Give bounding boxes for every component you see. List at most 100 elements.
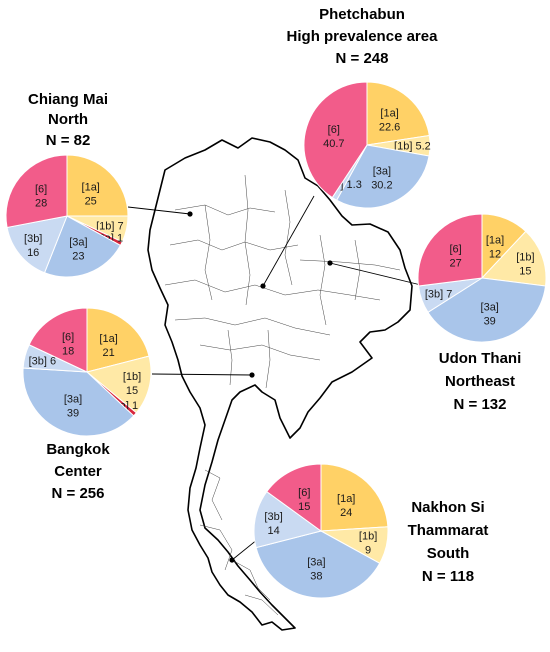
slice-genotype-label-6: [6]: [328, 124, 340, 136]
pie-slice-6: [303, 81, 368, 199]
slice-value-label-3a: 39: [484, 315, 496, 327]
marker-chiang-mai: [187, 211, 193, 217]
title-line: N = 132: [454, 396, 507, 413]
slice-genotype-label-3a: [3a]: [307, 557, 325, 569]
slice-value-label-1a: 12: [489, 248, 501, 260]
leader-line-chiang-mai: [127, 206, 191, 215]
slice-genotype-label-6: [6]: [35, 184, 47, 196]
slice-genotype-label-3b: [3b]: [264, 511, 282, 523]
region-title-nakhon-si-thammarat: Nakhon Si Thammarat South N = 118: [408, 499, 489, 585]
slice-value-label-6: 40.7: [323, 138, 344, 150]
slice-label-3b: [3b] 6: [29, 356, 57, 368]
pie-phetchabun: [1a]22.6[1b] 5.2[3a]30.2[3b] 1.3[6]40.7: [303, 81, 431, 209]
slice-genotype-label-3a: [3a]: [373, 165, 391, 177]
slice-genotype-label-1b: [1b]: [516, 251, 534, 263]
pie-slice-6: [5, 154, 68, 229]
pie-slice-1b: [85, 355, 152, 414]
slice-value-label-3b: 14: [267, 525, 279, 537]
pie-slice-3a: [22, 367, 135, 437]
region-title-udon-thani: Udon Thani Northeast N = 132: [439, 350, 522, 413]
slice-value-label-3a: 38: [310, 571, 322, 583]
slice-value-label-1a: 24: [340, 507, 352, 519]
title-line: N = 248: [336, 50, 389, 67]
province-boundaries: [164, 174, 401, 616]
slice-genotype-label-6: [6]: [62, 331, 74, 343]
slice-genotype-label-1a: [1a]: [337, 493, 355, 505]
slice-label-3b: [3b] 7: [425, 289, 453, 301]
pie-slice-1b: [480, 230, 547, 287]
marker-bangkok: [249, 372, 255, 378]
pie-bangkok: [1a]21[1b]15[2a] 1[3a]39[3b] 6[6]18: [22, 307, 152, 437]
slice-genotype-label-1b: [1b]: [359, 531, 377, 543]
marker-phetchabun: [260, 283, 266, 289]
slice-genotype-label-6: [6]: [449, 244, 461, 256]
title-line: N = 82: [46, 132, 91, 149]
title-line: N = 118: [422, 568, 474, 585]
title-line: Chiang Mai: [28, 91, 108, 108]
pie-slice-1a: [86, 307, 150, 373]
title-line: Thammarat: [408, 522, 489, 539]
leader-line-udon-thani: [329, 262, 426, 287]
pie-slice-3b: [253, 490, 323, 549]
slice-genotype-label-1b: [1b]: [123, 371, 141, 383]
leader-lines: [127, 195, 426, 563]
title-line: North: [48, 111, 88, 128]
marker-nakhon-si-thammarat: [229, 557, 235, 563]
slice-genotype-label-1a: [1a]: [82, 181, 100, 193]
slice-value-label-1b: 15: [519, 265, 531, 277]
pie-slice-1a: [66, 154, 129, 217]
pie-slice-3a: [255, 530, 381, 599]
pie-slice-3a: [43, 215, 122, 278]
slice-value-label-1a: 21: [102, 347, 114, 359]
slice-value-label-6: 27: [449, 258, 461, 270]
leader-line-bangkok: [151, 373, 253, 376]
slice-value-label-3a: 23: [72, 251, 84, 263]
pie-slice-3a: [335, 144, 430, 209]
slice-genotype-label-3a: [3a]: [69, 237, 87, 249]
pie-slice-6: [266, 463, 322, 532]
title-line: South: [427, 545, 470, 562]
slice-genotype-label-6: [6]: [298, 487, 310, 499]
title-line: Phetchabun: [319, 6, 405, 23]
title-line: Center: [54, 463, 102, 480]
region-title-chiang-mai: Chiang Mai North N = 82: [28, 91, 108, 149]
pie-slice-6: [417, 213, 483, 287]
pie-slice-1a: [366, 81, 430, 146]
pie-udon-thani: [1a] 12 [1b] 15 [3a] 39 [3b] 7 [6] 27: [417, 213, 547, 343]
slice-value-label-1b: 15: [126, 385, 138, 397]
thailand-map: [147, 137, 413, 631]
region-title-bangkok: Bangkok Center N = 256: [46, 441, 110, 502]
slice-value-label-1a: 25: [85, 195, 97, 207]
title-line: Nakhon Si: [411, 499, 484, 516]
slice-value-label-1a: 22.6: [379, 122, 400, 134]
slice-genotype-label-3a: [3a]: [64, 393, 82, 405]
title-line: Bangkok: [46, 441, 110, 458]
slice-genotype-label-1a: [1a]: [486, 234, 504, 246]
slice-value-label-6: 28: [35, 198, 47, 210]
marker-udon-thani: [327, 260, 333, 266]
leader-line-phetchabun: [262, 195, 315, 287]
title-line: Northeast: [445, 373, 515, 390]
slice-label-1b: [1b] 7: [96, 221, 124, 233]
title-line: N = 256: [52, 485, 105, 502]
slice-label-1b: [1b] 5.2: [394, 141, 431, 153]
slice-genotype-label-1a: [1a]: [99, 333, 117, 345]
pie-slice-1a: [320, 463, 389, 532]
slice-genotype-label-1a: [1a]: [380, 108, 398, 120]
slice-genotype-label-3b: [3b]: [24, 233, 42, 245]
title-line: High prevalence area: [287, 28, 439, 45]
pie-slice-3b: [6, 215, 68, 274]
slice-value-label-6: 18: [62, 345, 74, 357]
slice-value-label-3a: 30.2: [371, 179, 392, 191]
pie-chiang-mai: [1a]25[1b] 7[2a] 1[3a]23[3b]16[6]28: [5, 154, 129, 278]
slice-genotype-label-3a: [3a]: [481, 301, 499, 313]
slice-value-label-3b: 16: [27, 247, 39, 259]
pie-slice-6: [28, 307, 88, 373]
pie-nakhon-si-thammarat: [1a] 24 [1b] 9 [3a] 38 [3b] 14 [6] 15: [253, 463, 389, 599]
slice-value-label-3a: 39: [67, 407, 79, 419]
slice-value-label-1b: 9: [365, 545, 371, 557]
slice-value-label-6: 15: [298, 501, 310, 513]
title-line: Udon Thani: [439, 350, 522, 367]
thailand-outline: [147, 137, 413, 631]
